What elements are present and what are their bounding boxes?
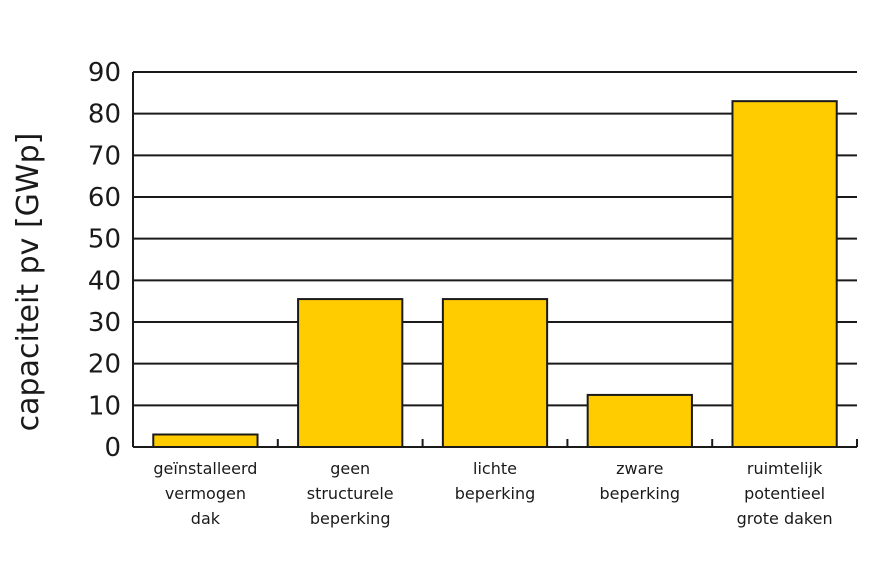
bar bbox=[441, 298, 549, 449]
x-tick-label: lichte beperking bbox=[455, 459, 536, 503]
y-tick-label: 0 bbox=[104, 433, 121, 463]
y-tick-label: 90 bbox=[88, 58, 121, 88]
y-tick-label: 50 bbox=[88, 225, 121, 255]
bars bbox=[152, 100, 838, 449]
y-tick-label: 10 bbox=[88, 391, 121, 421]
x-tick-label-line: zware bbox=[616, 459, 663, 478]
bar bbox=[297, 298, 404, 449]
x-tick-label-line: dak bbox=[191, 509, 221, 528]
y-tick-label: 20 bbox=[88, 350, 121, 380]
x-tick-label-line: ruimtelijk bbox=[747, 459, 823, 478]
y-axis-title: capaciteit pv [GWp] bbox=[11, 133, 46, 432]
x-tick-label: geïnstalleerd vermogen dak bbox=[153, 459, 257, 528]
category-labels: geïnstalleerd vermogen dak geen structurele b… bbox=[153, 459, 832, 528]
y-tick-label: 80 bbox=[88, 100, 121, 130]
y-tick-label: 60 bbox=[88, 183, 121, 213]
x-tick-label-line: geïnstalleerd bbox=[153, 459, 257, 478]
x-tick-label: ruimtelijk potentieel grote daken bbox=[737, 459, 833, 528]
y-tick-label: 30 bbox=[88, 308, 121, 338]
x-tick-label-line: potentieel bbox=[744, 484, 825, 503]
axes bbox=[132, 72, 858, 448]
y-tick-labels: 0 10 20 30 40 50 60 70 80 90 bbox=[88, 58, 121, 463]
bar bbox=[152, 433, 259, 448]
x-tick-label-line: vermogen bbox=[165, 484, 246, 503]
x-tick-label-line: structurele bbox=[307, 484, 394, 503]
y-tick-label: 70 bbox=[88, 141, 121, 171]
x-tick-label-line: geen bbox=[330, 459, 370, 478]
bar bbox=[731, 100, 838, 449]
x-tick-label-line: beperking bbox=[600, 484, 681, 503]
y-tick-label: 40 bbox=[88, 266, 121, 296]
x-tick-label-line: lichte bbox=[473, 459, 517, 478]
x-tick-label: zware beperking bbox=[600, 459, 681, 503]
gridlines bbox=[133, 71, 857, 407]
x-tick-label-line: beperking bbox=[310, 509, 391, 528]
x-tick-label: geen structurele beperking bbox=[307, 459, 394, 528]
x-tick-label-line: beperking bbox=[455, 484, 536, 503]
x-tick-label-line: grote daken bbox=[737, 509, 833, 528]
bar bbox=[586, 393, 693, 448]
